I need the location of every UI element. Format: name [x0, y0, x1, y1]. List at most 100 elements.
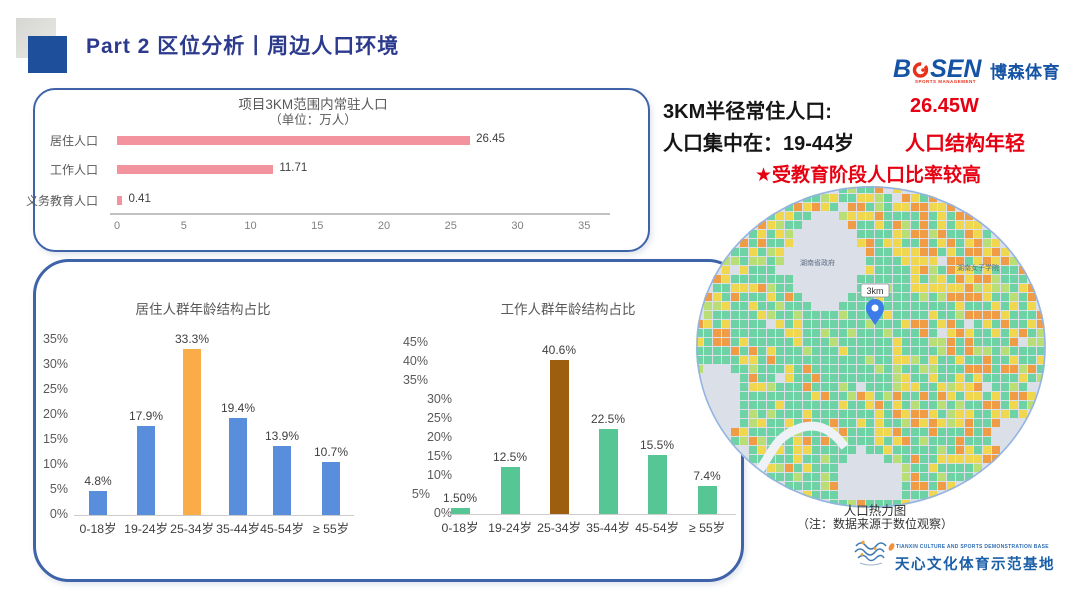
summary-line1-label: 3KM半径常住人口:: [663, 101, 832, 123]
column-bar: [273, 445, 291, 515]
xaxis-category-label: 25-34岁: [537, 521, 581, 535]
xaxis-category-label: ≥ 55岁: [312, 522, 350, 536]
hbar-axis-tick: 30: [511, 220, 524, 232]
hbar-axis-tick: 25: [444, 220, 457, 232]
hchart-title: 项目3KM范围内常驻人口: [238, 97, 388, 112]
yaxis-tick: 0%: [49, 507, 68, 521]
xaxis-category-label: 0-18岁: [79, 522, 117, 536]
column-value-label: 13.9%: [264, 428, 300, 443]
pin-radius-label: 3km: [866, 286, 883, 296]
hbar-axis-tick: 5: [180, 220, 187, 232]
xaxis-line: [444, 514, 736, 515]
xaxis-category-label: ≥ 55岁: [688, 521, 726, 535]
bosen-subtext: SPORTS MANAGEMENT: [915, 79, 977, 84]
hbar-value-label: 0.41: [128, 193, 151, 205]
column-bar: [229, 418, 247, 515]
yaxis-tick: 30%: [42, 357, 68, 371]
bosen-word-left: B: [893, 55, 912, 83]
yaxis-tick: 35%: [402, 373, 428, 387]
map-label: 湖南省政府: [800, 258, 835, 267]
worker-chart-title: 工作人群年龄结构占比: [500, 302, 636, 317]
column-value-label: 40.6%: [541, 342, 577, 357]
hbar-value-label: 26.45: [476, 133, 505, 145]
yaxis-tick: 25%: [42, 382, 68, 396]
yaxis-tick: 5%: [49, 482, 68, 496]
bosen-o-icon: [912, 62, 929, 78]
hbar-category-label: 工作人口: [49, 163, 98, 177]
map-label: 湖南女子学院: [957, 263, 999, 272]
column-value-label: 4.8%: [84, 474, 112, 488]
xaxis-category-label: 19-24岁: [488, 521, 532, 535]
column-bar: [697, 485, 717, 514]
xaxis-category-label: 45-54岁: [260, 522, 304, 536]
bosen-logo: B SEN SPORTS MANAGEMENT 博森体育: [893, 55, 1073, 91]
hchart-axis-line: [110, 213, 610, 215]
hbar-axis-tick: 15: [311, 220, 324, 232]
yaxis-tick: 5%: [411, 487, 430, 501]
bosen-word-right: SEN: [930, 55, 982, 83]
xaxis-category-label: 0-18岁: [441, 521, 479, 535]
yaxis-tick: 0%: [433, 506, 452, 520]
age-structure-card: [33, 259, 744, 582]
column-bar: [183, 348, 201, 515]
tianxin-name-en: TIANXIN CULTURE AND SPORTS DEMONSTRATION…: [896, 544, 1049, 550]
column-bar: [322, 461, 340, 515]
yaxis-tick: 20%: [426, 430, 452, 444]
hchart-subtitle: （单位：万人）: [269, 113, 357, 127]
xaxis-category-label: 35-44岁: [586, 521, 630, 535]
column-value-label: 12.5%: [492, 449, 528, 464]
yaxis-tick: 40%: [402, 354, 428, 368]
resident-chart-title: 居住人群年龄结构占比: [135, 302, 271, 317]
population-heatmap: 湖南省政府湖南女子学院 3km: [695, 185, 1047, 518]
yaxis-tick: 35%: [42, 332, 68, 346]
hbar-category-label: 居住人口: [49, 134, 98, 148]
column-value-label: 17.9%: [128, 408, 164, 423]
summary-line2-value: 人口结构年轻: [905, 133, 1025, 155]
column-value-label: 15.5%: [639, 438, 675, 453]
hbar-axis-tick: 10: [244, 220, 257, 232]
xaxis-category-label: 19-24岁: [124, 522, 168, 536]
heatmap-caption-note: （注：数据来源于数位观察）: [796, 517, 953, 531]
hbar-bar: [117, 135, 471, 145]
yaxis-tick: 15%: [42, 432, 68, 446]
page-title: Part 2 区位分析丨周边人口环境: [86, 35, 400, 58]
tianxin-name-cn: 天心文化体育示范基地: [895, 557, 1055, 573]
xaxis-category-label: 35-44岁: [216, 522, 260, 536]
yaxis-tick: 25%: [426, 411, 452, 425]
xaxis-category-label: 25-34岁: [170, 522, 214, 536]
column-value-label: 22.5%: [590, 411, 626, 426]
column-value-label: 7.4%: [693, 468, 721, 483]
bosen-cn-name: 博森体育: [990, 63, 1060, 82]
summary-line3: ★受教育阶段人口比率较高: [755, 165, 982, 186]
column-value-label: 19.4%: [220, 401, 256, 415]
column-value-label: 33.3%: [174, 331, 210, 346]
yaxis-tick: 10%: [426, 468, 452, 482]
column-bar: [89, 491, 107, 515]
column-bar: [450, 508, 470, 514]
summary-line1-value: 26.45W: [910, 95, 979, 117]
decor-blue-square: [28, 36, 67, 73]
tianxin-emblem-icon: [852, 538, 890, 573]
yaxis-tick: 45%: [402, 335, 428, 349]
column-bar: [598, 428, 618, 514]
xaxis-category-label: 45-54岁: [635, 521, 679, 535]
summary-line2-label: 人口集中在：19-44岁: [663, 133, 855, 155]
hbar-bar: [117, 164, 274, 174]
column-bar: [500, 466, 520, 514]
yaxis-tick: 30%: [426, 392, 452, 406]
yaxis-tick: 15%: [426, 449, 452, 463]
column-value-label: 10.7%: [313, 444, 349, 459]
yaxis-tick: 10%: [42, 457, 68, 471]
hbar-axis-tick: 20: [377, 220, 391, 232]
heatmap-caption: 人口热力图: [843, 504, 907, 518]
column-bar: [647, 455, 667, 514]
column-bar: [137, 425, 155, 515]
hbar-bar: [117, 195, 123, 205]
hbar-axis-tick: 35: [578, 220, 591, 232]
hbar-value-label: 11.71: [279, 162, 308, 174]
yaxis-tick: 20%: [42, 407, 68, 421]
hbar-category-label: 义务教育人口: [25, 194, 98, 208]
location-pin-icon: 3km: [860, 283, 890, 325]
xaxis-line: [74, 515, 354, 516]
